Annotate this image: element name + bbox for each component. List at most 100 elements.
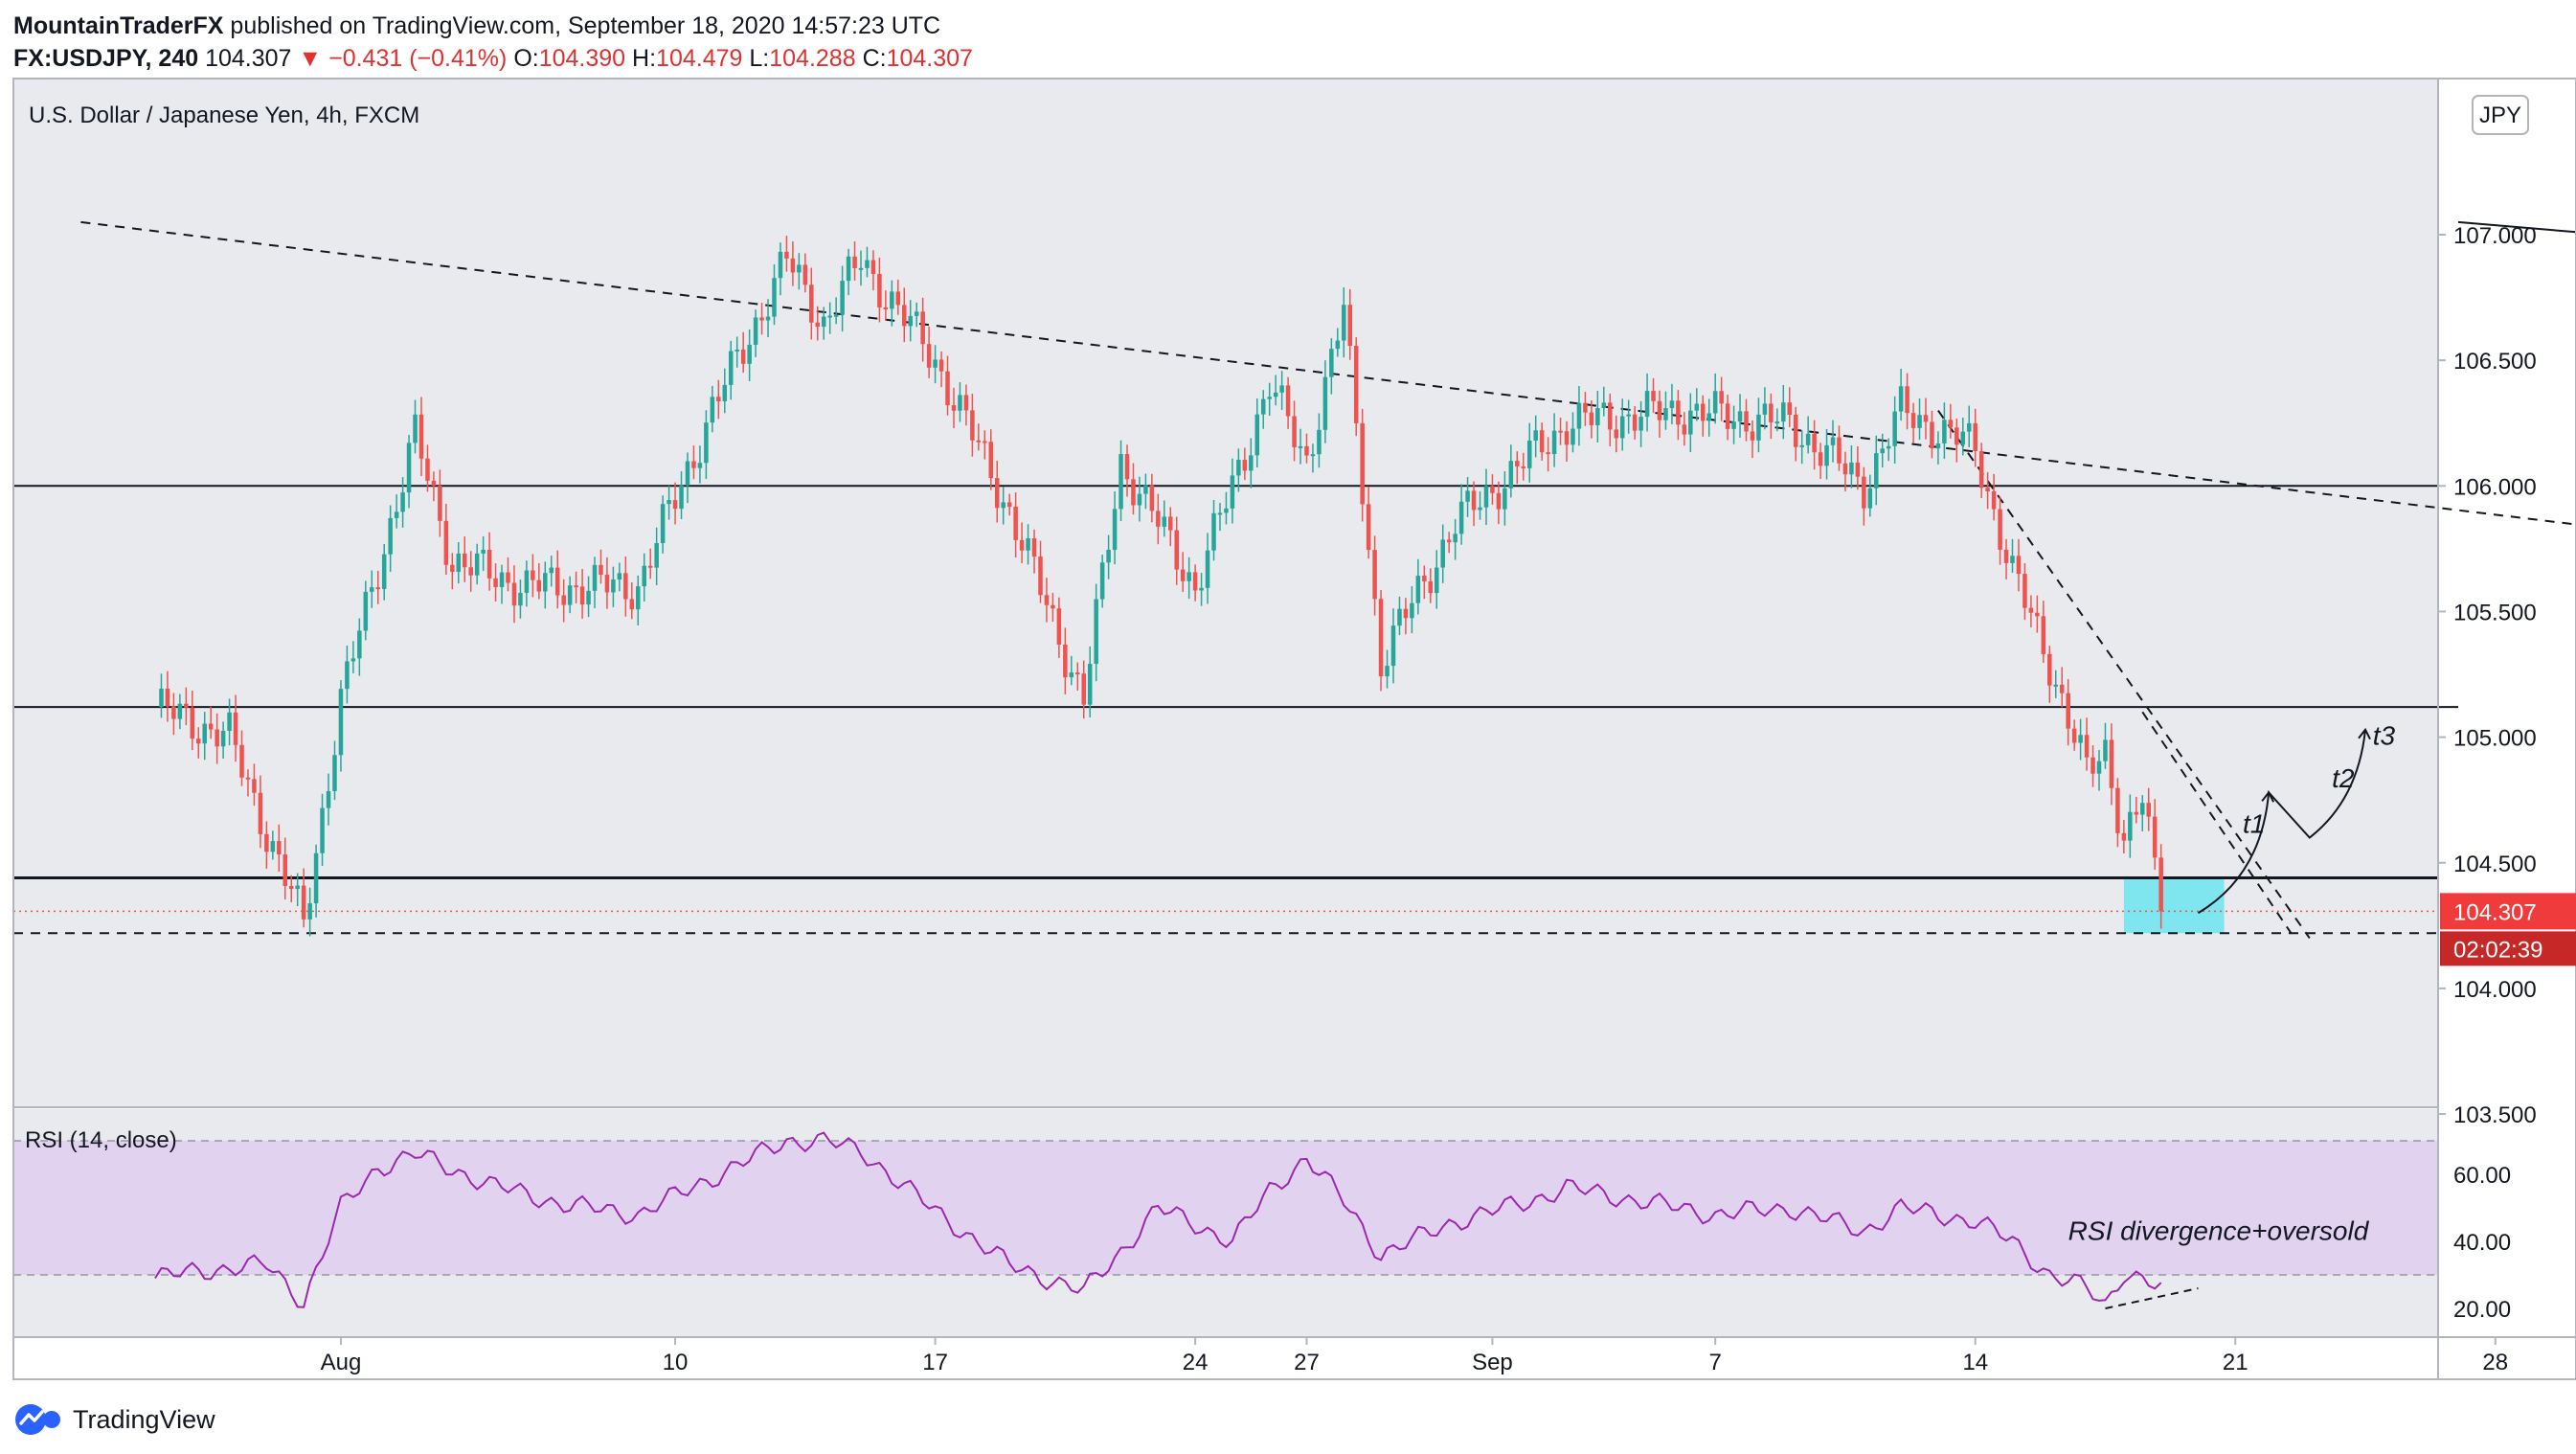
footer: TradingView xyxy=(13,1398,215,1441)
candle-body xyxy=(1124,454,1130,480)
author-name[interactable]: MountainTraderFX xyxy=(13,12,224,39)
candle-body xyxy=(202,723,207,744)
candle-body xyxy=(629,599,635,610)
candle-body xyxy=(883,307,889,309)
candle-body xyxy=(2035,612,2040,617)
candle-body xyxy=(486,549,492,579)
candle-body xyxy=(1930,421,1934,449)
candle-body xyxy=(765,316,771,321)
last-price: 104.307 xyxy=(205,45,292,72)
high-label: H: xyxy=(632,45,657,72)
candle-body xyxy=(1490,486,1495,493)
candle-body xyxy=(1842,463,1848,475)
forecast-path xyxy=(2197,727,2371,915)
candle-body xyxy=(679,485,684,510)
candle-body xyxy=(1867,488,1873,509)
currency-badge[interactable]: JPY xyxy=(2479,102,2521,128)
close-value: 104.307 xyxy=(886,45,973,72)
candle-body xyxy=(1787,402,1793,415)
candle-body xyxy=(1805,433,1811,445)
candle-body xyxy=(1119,454,1123,510)
time-tick-label: Aug xyxy=(321,1350,362,1375)
candle-body xyxy=(2084,735,2090,758)
rsi-title: RSI (14, close) xyxy=(25,1127,177,1153)
candle-body xyxy=(1589,412,1594,425)
candle-body xyxy=(1428,580,1434,594)
candle-body xyxy=(518,592,523,606)
candle-body xyxy=(1539,430,1545,453)
candle-body xyxy=(524,570,530,593)
candle-body xyxy=(1317,429,1322,455)
candle-body xyxy=(1051,604,1055,609)
candle-body xyxy=(1465,490,1470,502)
candle-body xyxy=(264,833,269,852)
candle-body xyxy=(2140,803,2145,815)
candle-body xyxy=(716,397,721,401)
currency-badge-box[interactable] xyxy=(2472,95,2529,135)
candle-body xyxy=(2121,832,2127,841)
footer-brand[interactable]: TradingView xyxy=(73,1404,215,1434)
candle-body xyxy=(1242,460,1248,471)
candle-body xyxy=(1533,430,1538,441)
candle-body xyxy=(667,500,671,505)
price-tick-label: 105.000 xyxy=(2453,726,2537,752)
candle-body xyxy=(1440,539,1445,568)
candle-body xyxy=(870,260,876,275)
candle-body xyxy=(215,729,219,747)
candle-body xyxy=(1199,587,1204,591)
candle-body xyxy=(1390,625,1396,667)
candle-body xyxy=(1966,422,1972,432)
candle-body xyxy=(1960,431,1966,445)
candle-body xyxy=(1657,400,1662,420)
trend-line xyxy=(2457,220,2576,234)
candle-body xyxy=(1112,509,1118,550)
candle-body xyxy=(1360,422,1365,505)
candle-body xyxy=(902,305,907,327)
price-tick-label: 107.000 xyxy=(2453,223,2537,249)
candle-body xyxy=(456,553,462,572)
candle-body xyxy=(1508,461,1514,488)
candle-body xyxy=(561,595,566,605)
candle-body xyxy=(1310,454,1316,457)
candle-body xyxy=(1917,415,1922,428)
candle-body xyxy=(208,723,214,730)
countdown-tag xyxy=(2440,931,2576,966)
open-label: O: xyxy=(513,45,539,72)
price-tick-label: 104.500 xyxy=(2453,852,2537,877)
candle-body xyxy=(511,582,517,606)
candle-body xyxy=(1031,538,1037,557)
candle-body xyxy=(1515,461,1520,466)
candle-body xyxy=(1143,485,1148,494)
candle-body xyxy=(1167,516,1173,531)
candle-body xyxy=(753,317,758,345)
candle-body xyxy=(1353,346,1359,423)
candle-body xyxy=(2003,549,2009,563)
candle-body xyxy=(1762,403,1768,415)
candle-body xyxy=(1558,430,1563,433)
candle-body xyxy=(1638,417,1643,431)
candle-body xyxy=(654,543,659,568)
candle-body xyxy=(1458,501,1464,534)
candle-body xyxy=(1434,567,1439,594)
candle-body xyxy=(554,567,560,596)
candle-body xyxy=(1205,550,1210,588)
candle-body xyxy=(2115,787,2120,833)
candle-body xyxy=(1069,672,1074,678)
forecast-arrowhead xyxy=(2358,727,2371,740)
price-tick-label: 106.000 xyxy=(2453,474,2537,500)
candle-body xyxy=(604,575,610,593)
candle-body xyxy=(1292,416,1297,447)
rsi-band xyxy=(13,1141,2438,1275)
candle-body xyxy=(1935,443,1941,449)
candle-body xyxy=(728,351,734,385)
rsi-annotation: RSI divergence+oversold xyxy=(2068,1215,2370,1245)
candle-body xyxy=(1385,666,1390,677)
candle-body xyxy=(1038,557,1043,596)
candle-body xyxy=(1483,486,1489,508)
candle-body xyxy=(1663,408,1668,420)
candle-body xyxy=(642,565,646,587)
candle-body xyxy=(474,553,480,576)
symbol-label[interactable]: FX:USDJPY, 240 xyxy=(13,45,199,72)
price-tag xyxy=(2440,893,2576,930)
